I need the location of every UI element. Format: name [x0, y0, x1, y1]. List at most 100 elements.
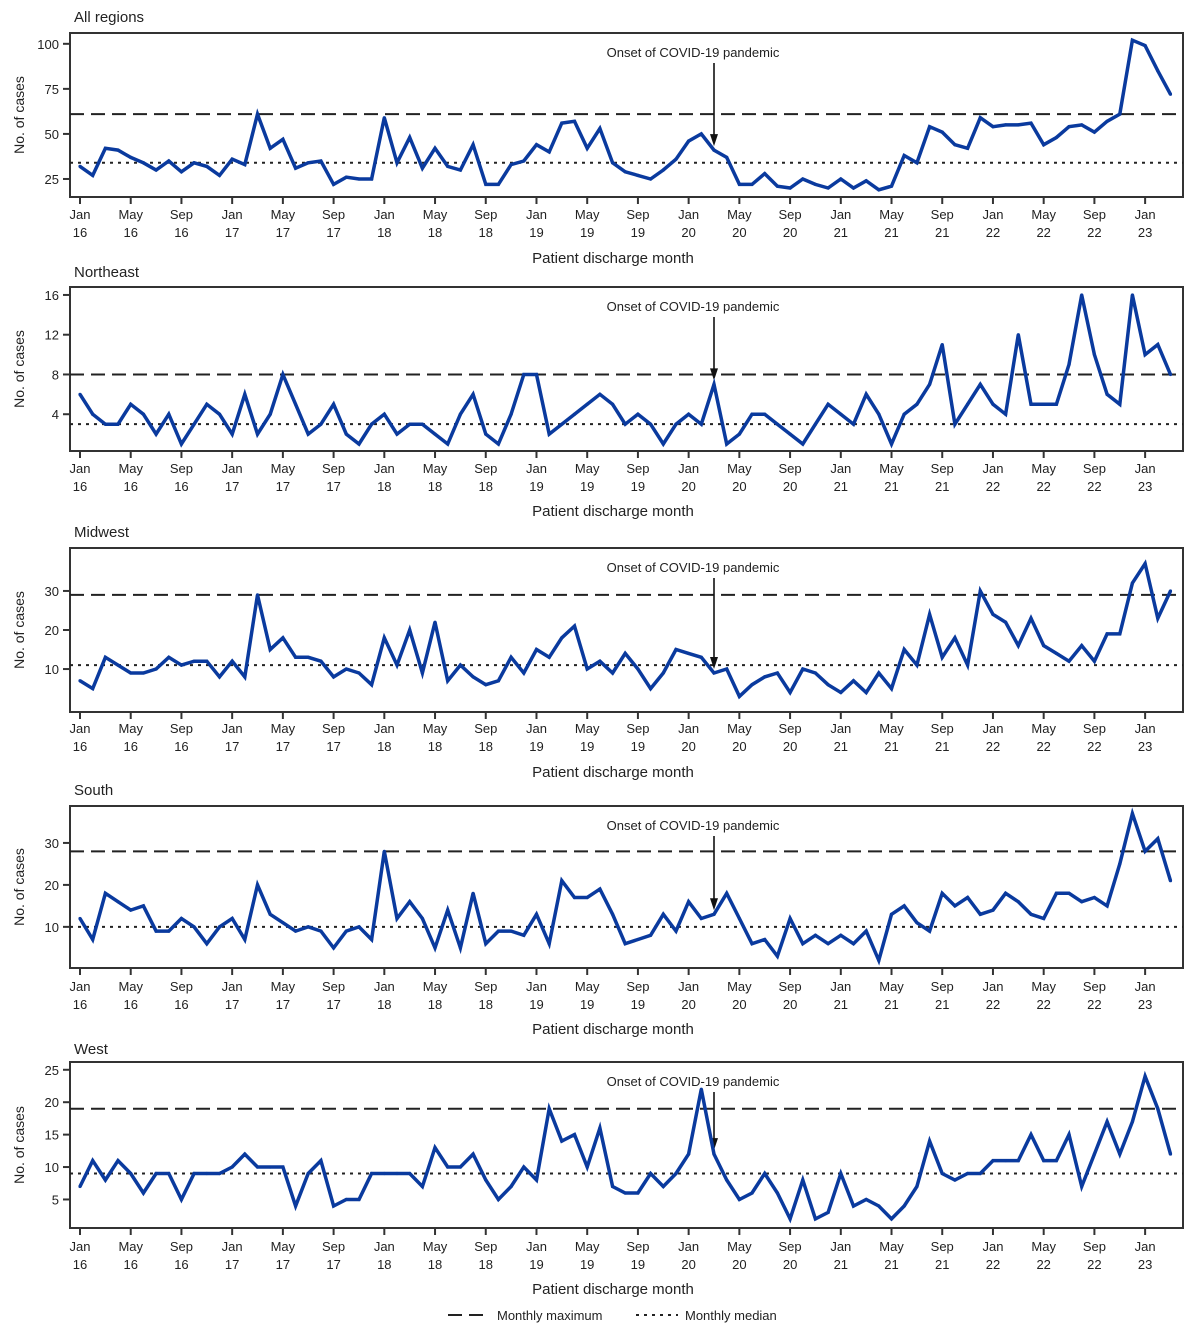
data-point: [534, 143, 539, 147]
x-tick-label: Jan: [526, 1239, 547, 1254]
data-point: [725, 1178, 729, 1182]
x-tick-label-year: 23: [1138, 225, 1152, 240]
data-point: [966, 663, 970, 667]
data-point: [395, 663, 399, 667]
data-point: [446, 908, 450, 912]
x-tick-label-year: 23: [1138, 997, 1152, 1012]
data-point: [1080, 123, 1084, 127]
data-point: [1118, 112, 1122, 116]
x-tick-label-year: 22: [986, 1257, 1000, 1272]
data-point: [281, 372, 285, 377]
panel-northeast: Northeast 4 8 12 16 No. of cases Jan 16 May 16 Sep…: [11, 264, 1184, 520]
data-point: [509, 929, 513, 933]
data-point: [230, 157, 234, 161]
data-point: [332, 946, 336, 950]
y-axis-label: No. of cases: [11, 591, 27, 669]
data-point: [408, 628, 412, 632]
data-point: [826, 402, 830, 406]
data-point: [1004, 891, 1008, 895]
x-tick-label-year: 17: [225, 997, 239, 1012]
data-point: [687, 412, 691, 416]
data-point: [281, 636, 285, 640]
data-point: [649, 933, 653, 937]
data-point: [395, 161, 399, 165]
data-point: [560, 422, 564, 426]
data-point: [953, 143, 957, 147]
covid-onset-annotation: Onset of COVID-19 pandemic: [607, 1074, 780, 1089]
data-point: [915, 663, 919, 667]
data-point: [293, 655, 298, 659]
data-point: [167, 1171, 171, 1176]
x-tick-label-year: 20: [732, 479, 746, 494]
data-point: [851, 679, 856, 683]
data-point: [991, 402, 995, 406]
data-point: [547, 942, 551, 946]
x-tick-label: May: [727, 979, 752, 994]
data-point: [522, 933, 526, 937]
x-tick-label: Jan: [222, 461, 243, 476]
data-point: [408, 135, 412, 140]
data-point: [585, 1165, 589, 1169]
data-point: [293, 402, 298, 406]
data-point: [826, 1210, 830, 1215]
y-tick-label: 25: [45, 1063, 59, 1078]
data-point: [471, 1152, 475, 1156]
data-point: [927, 382, 932, 387]
x-axis-label: Patient discharge month: [532, 764, 694, 781]
data-point: [496, 442, 501, 446]
x-tick-label: May: [575, 1239, 600, 1254]
data-point: [978, 589, 982, 593]
data-point: [940, 891, 944, 895]
x-tick-label-year: 16: [174, 479, 188, 494]
x-tick-label: Sep: [931, 207, 954, 222]
data-point: [927, 125, 932, 129]
data-point: [623, 422, 627, 426]
covid-onset-annotation: Onset of COVID-19 pandemic: [607, 299, 780, 314]
data-point: [851, 422, 856, 426]
x-axis-label: Patient discharge month: [532, 503, 694, 520]
data-point: [636, 667, 640, 671]
data-point: [1080, 293, 1084, 297]
data-point: [661, 1184, 665, 1189]
data-point: [243, 392, 247, 396]
data-point: [953, 1178, 957, 1182]
data-point: [243, 937, 247, 942]
data-point: [78, 1184, 82, 1189]
data-point: [281, 921, 285, 925]
data-point: [649, 422, 653, 426]
covid-onset-annotation: Onset of COVID-19 pandemic: [607, 818, 780, 833]
data-point: [1004, 620, 1008, 624]
data-point: [91, 937, 95, 942]
data-point: [534, 912, 539, 916]
x-tick-label-year: 19: [631, 997, 645, 1012]
data-point: [154, 168, 158, 172]
data-point: [281, 1165, 285, 1169]
x-tick-label: Jan: [526, 721, 547, 736]
data-point: [154, 667, 158, 671]
x-tick-label: May: [118, 461, 143, 476]
data-point: [116, 900, 120, 904]
data-point: [1016, 1158, 1020, 1163]
data-point: [851, 186, 856, 190]
data-point: [103, 1178, 107, 1182]
data-point: [1080, 1184, 1084, 1189]
data-point: [1029, 616, 1033, 620]
data-point: [484, 683, 488, 687]
data-point: [306, 161, 310, 165]
data-point: [801, 942, 805, 946]
data-point: [1105, 392, 1109, 396]
x-tick-label: Jan: [1135, 207, 1156, 222]
x-tick-label-year: 17: [326, 225, 340, 240]
x-tick-label: Sep: [779, 721, 802, 736]
data-point: [192, 659, 196, 663]
data-point: [1118, 1152, 1122, 1156]
data-point: [1130, 581, 1135, 585]
data-point: [1156, 1107, 1160, 1111]
x-axis-label: Patient discharge month: [532, 1281, 694, 1298]
x-tick-label: Jan: [374, 207, 395, 222]
data-point: [91, 686, 95, 691]
data-point: [661, 168, 665, 172]
x-tick-label-year: 22: [1087, 225, 1101, 240]
data-point: [471, 891, 475, 895]
x-tick-label: Jan: [830, 979, 851, 994]
